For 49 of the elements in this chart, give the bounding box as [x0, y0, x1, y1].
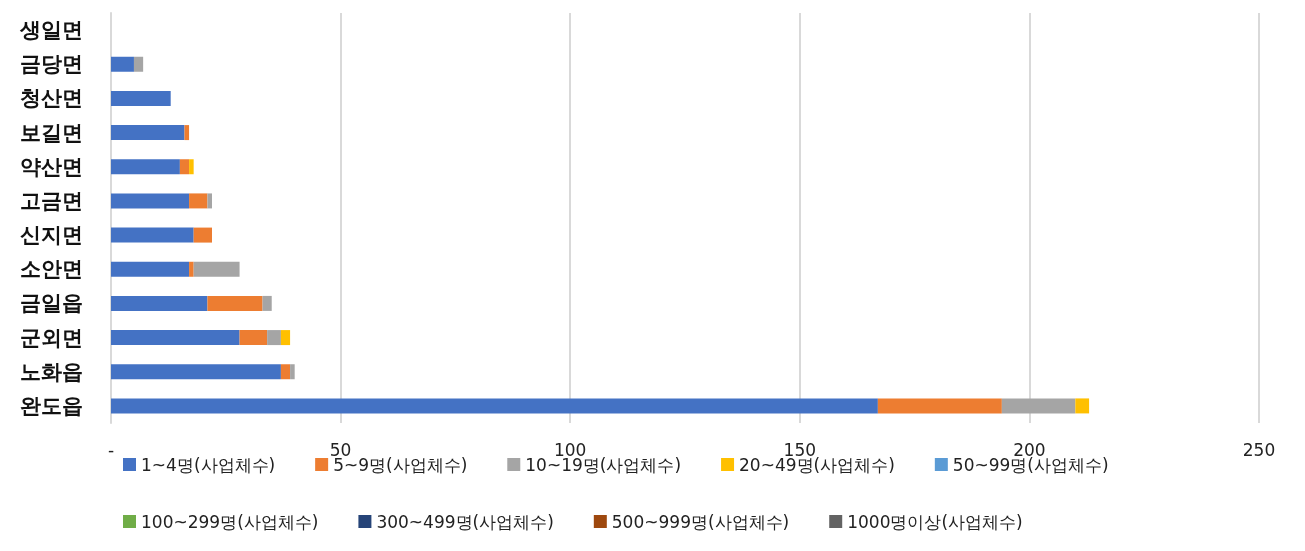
legend-label: 1~4명(사업체수): [141, 454, 276, 475]
bar: [207, 193, 213, 209]
bar: [290, 364, 295, 380]
bar: [111, 56, 134, 72]
bar: [111, 295, 208, 311]
y-tick-label: 약산면: [20, 154, 83, 179]
legend-label: 300~499명(사업체수): [376, 511, 554, 532]
bar: [239, 330, 268, 346]
y-tick-label: 고금면: [20, 188, 83, 213]
legend-label: 100~299명(사업체수): [141, 511, 319, 532]
bar: [184, 125, 190, 141]
y-tick-label: 신지면: [20, 223, 83, 248]
y-tick-label: 노화읍: [20, 359, 83, 384]
y-tick-label: 생일면: [19, 18, 83, 43]
bar: [189, 159, 194, 175]
y-tick-label: 금당면: [20, 52, 83, 77]
bar: [193, 227, 213, 243]
bar: [267, 330, 281, 346]
bar: [262, 295, 272, 311]
bar: [280, 330, 291, 346]
bar: [179, 159, 190, 175]
bar: [1001, 398, 1076, 414]
bar: [189, 193, 208, 209]
y-tick-label: 보길면: [20, 120, 83, 145]
y-tick-label: 소안면: [20, 257, 83, 282]
bar: [111, 227, 194, 243]
bar: [189, 261, 194, 277]
bar: [193, 261, 240, 277]
legend-label: 500~999명(사업체수): [611, 511, 790, 532]
bar: [877, 398, 1002, 414]
bar: [111, 330, 240, 346]
y-tick-label: 완도읍: [20, 393, 83, 418]
bar: [133, 56, 144, 72]
bar: [111, 159, 180, 175]
x-tick-label: 250: [1242, 439, 1276, 460]
x-tick-label: -: [107, 439, 115, 460]
bar: [111, 261, 190, 277]
bar: [280, 364, 291, 380]
bar: [111, 398, 878, 414]
y-tick-label: 금일읍: [20, 291, 83, 316]
legend-label: 1000명이상(사업체수): [847, 511, 1023, 532]
bar: [111, 125, 185, 141]
bar: [111, 193, 190, 209]
bar: [111, 364, 281, 380]
y-tick-label: 청산면: [20, 86, 83, 111]
bar: [1075, 398, 1090, 414]
bar: [207, 295, 263, 311]
bar: [111, 90, 171, 106]
y-tick-label: 군외면: [20, 325, 83, 350]
